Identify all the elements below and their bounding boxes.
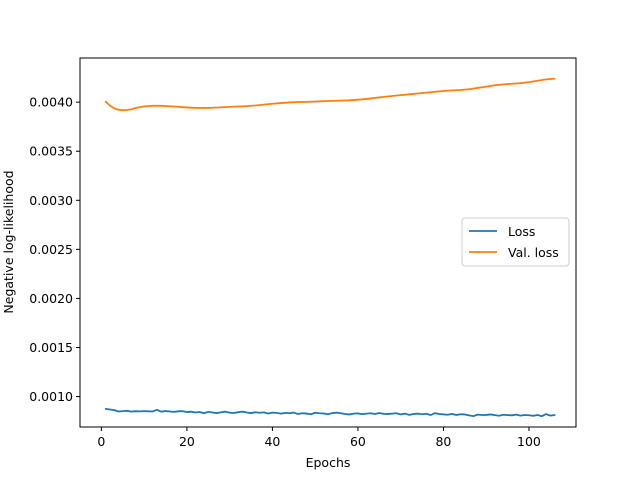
plot-frame	[79, 57, 577, 428]
x-axis-ticks: 0 20 40 60 80 100	[97, 427, 541, 449]
x-tick-label: 80	[435, 434, 451, 449]
x-tick-label: 60	[350, 434, 366, 449]
y-tick-label: 0.0035	[29, 144, 73, 159]
x-tick-label: 20	[179, 434, 195, 449]
legend-box	[461, 217, 570, 267]
series-line-loss	[104, 407, 556, 418]
x-tick-label: 40	[264, 434, 280, 449]
x-tick-label: 0	[97, 434, 105, 449]
legend: Loss Val. loss	[461, 217, 570, 267]
y-axis-label: Negative log-likelihood	[1, 170, 16, 313]
y-tick-label: 0.0020	[29, 291, 73, 306]
y-tick-label: 0.0010	[29, 389, 73, 404]
y-tick-label: 0.0025	[29, 242, 73, 257]
y-tick-label: 0.0030	[29, 193, 73, 208]
x-axis-label: Epochs	[306, 455, 351, 470]
y-axis-ticks: 0.0010 0.0015 0.0020 0.0025 0.0030 0.0035 0.00…	[29, 95, 80, 404]
series-layer	[104, 77, 556, 418]
x-tick-label: 100	[517, 434, 541, 449]
legend-label-val-loss: Val. loss	[508, 245, 559, 260]
y-tick-label: 0.0040	[29, 95, 73, 110]
series-line-val-loss	[104, 77, 556, 112]
legend-label-loss: Loss	[508, 224, 535, 239]
y-tick-label: 0.0015	[29, 340, 73, 355]
